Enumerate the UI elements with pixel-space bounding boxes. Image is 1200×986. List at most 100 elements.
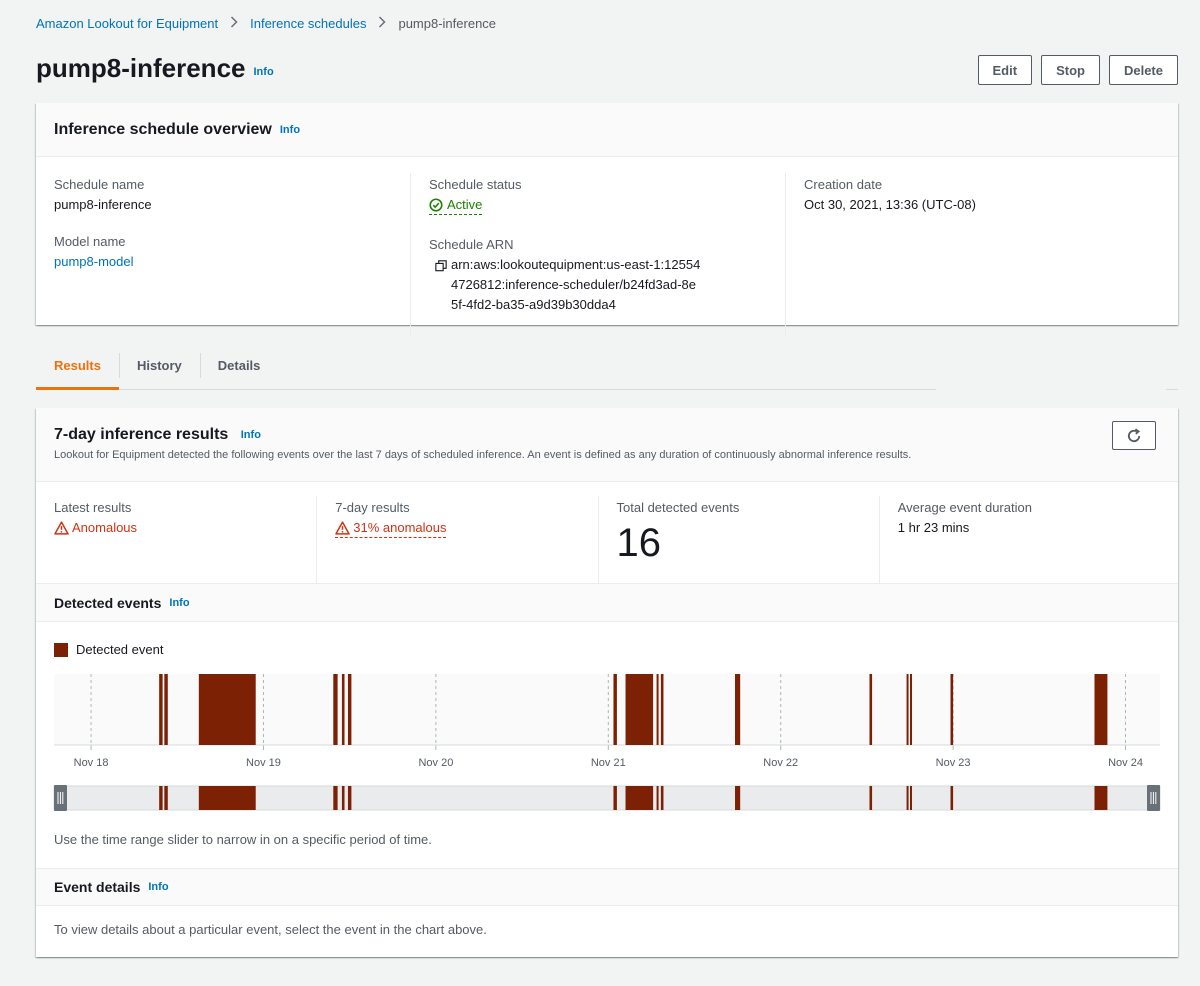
event-bar[interactable]	[950, 674, 954, 745]
breadcrumb-link-lookout[interactable]: Amazon Lookout for Equipment	[36, 16, 219, 31]
chart-legend: Detected event	[54, 642, 163, 657]
warning-icon	[54, 520, 69, 535]
event-bar[interactable]	[906, 674, 909, 745]
x-tick-label: Nov 18	[74, 757, 109, 769]
creation-date-label: Creation date	[804, 177, 883, 192]
tab-bar-divider	[1166, 389, 1178, 390]
metric-total: Total detected events 16	[597, 496, 879, 583]
delete-button[interactable]: Delete	[1108, 55, 1178, 85]
seven-day-label: 7-day results	[335, 500, 410, 515]
main-plot: Nov 18 Nov 19 Nov 20 Nov 21 Nov 22 Nov 23 Nov …	[54, 674, 1160, 769]
header-actions: Edit Stop Delete	[977, 55, 1178, 85]
slider-event-bar	[906, 786, 909, 810]
overview-col-3: Creation date Oct 30, 2021, 13:36 (UTC-0…	[785, 173, 1160, 337]
slider-event-bar	[613, 786, 617, 810]
breadcrumb-link-inference-schedules[interactable]: Inference schedules	[250, 16, 367, 31]
event-bar[interactable]	[869, 674, 873, 745]
results-description: Lookout for Equipment detected the follo…	[54, 449, 912, 461]
slider-handle-right[interactable]	[1147, 785, 1160, 811]
event-bar[interactable]	[341, 674, 345, 745]
event-bar[interactable]	[159, 674, 163, 745]
refresh-icon	[1127, 427, 1141, 442]
x-tick-label: Nov 23	[936, 757, 971, 769]
schedule-arn-label: Schedule ARN	[429, 237, 514, 252]
results-info-link[interactable]: Info	[240, 428, 261, 441]
check-circle-icon	[429, 197, 443, 212]
slider-event-bar	[159, 786, 163, 810]
event-details-header: Event details Info	[36, 868, 1178, 906]
event-bar[interactable]	[910, 674, 913, 745]
total-events-label: Total detected events	[616, 500, 740, 515]
page-title: pump8-inference Info	[36, 53, 274, 84]
results-metrics: Latest results Anomalous 7-day results 3…	[36, 482, 1178, 584]
results-card: 7-day inference results Info Lookout for…	[36, 408, 1178, 957]
breadcrumb: Amazon Lookout for Equipment Inference s…	[36, 16, 496, 31]
tab-details[interactable]: Details	[199, 342, 279, 389]
slider-event-bar	[735, 786, 741, 810]
event-bar[interactable]	[625, 674, 654, 745]
chevron-right-icon	[230, 16, 238, 31]
overview-info-link[interactable]: Info	[279, 123, 301, 136]
metric-seven-day: 7-day results 31% anomalous	[316, 496, 597, 583]
schedule-name-label: Schedule name	[54, 177, 145, 192]
tab-bar: Results History Details	[36, 342, 936, 390]
seven-day-text: 31% anomalous	[353, 520, 447, 535]
x-tick-label: Nov 24	[1108, 757, 1143, 769]
x-tick-label: Nov 22	[763, 757, 798, 769]
refresh-button[interactable]	[1112, 421, 1156, 450]
warning-icon	[335, 520, 351, 535]
status-badge[interactable]: Active	[429, 197, 483, 215]
event-bar[interactable]	[347, 674, 352, 745]
breadcrumb-current: pump8-inference	[398, 16, 497, 31]
schedule-arn-value: arn:aws:lookoutequipment:us-east-1:12554…	[451, 257, 701, 312]
detected-events-title: Detected events	[54, 594, 162, 611]
time-range-slider[interactable]	[53, 785, 1161, 811]
event-bar[interactable]	[660, 674, 664, 745]
event-bar[interactable]	[613, 674, 617, 745]
event-bar[interactable]	[1094, 674, 1108, 745]
avg-duration-label: Average event duration	[897, 500, 1032, 515]
slider-event-bar	[869, 786, 873, 810]
model-name-link[interactable]: pump8-model	[54, 254, 134, 269]
overview-header: Inference schedule overview Info	[36, 103, 1178, 157]
event-bar[interactable]	[198, 674, 256, 745]
seven-day-value[interactable]: 31% anomalous	[335, 520, 447, 538]
legend-swatch	[54, 642, 68, 657]
edit-button[interactable]: Edit	[977, 55, 1033, 85]
event-bar[interactable]	[656, 674, 659, 745]
event-details-info-link[interactable]: Info	[148, 881, 169, 893]
slider-event-bar	[910, 786, 913, 810]
tab-results[interactable]: Results	[36, 342, 119, 390]
slider-event-bar	[1094, 786, 1108, 810]
slider-handle-left[interactable]	[54, 785, 67, 811]
slider-event-bar	[660, 786, 664, 810]
slider-event-bar	[656, 786, 659, 810]
stop-button[interactable]: Stop	[1041, 55, 1100, 85]
overview-col-1: Schedule name pump8-inference Model name…	[54, 173, 410, 337]
event-bar[interactable]	[333, 674, 338, 745]
slider-event-bar	[198, 786, 256, 810]
event-bar[interactable]	[164, 674, 168, 745]
event-bar[interactable]	[735, 674, 741, 745]
results-title-text: 7-day inference results	[54, 426, 229, 443]
x-tick-label: Nov 21	[591, 757, 626, 769]
slider-event-bar	[341, 786, 345, 810]
slider-event-bar	[347, 786, 352, 810]
legend-label: Detected event	[76, 642, 164, 657]
x-tick-label: Nov 19	[246, 757, 281, 769]
page-info-link[interactable]: Info	[253, 66, 274, 78]
tab-history[interactable]: History	[118, 342, 200, 389]
overview-card: Inference schedule overview Info Schedul…	[36, 103, 1178, 337]
slider-event-bar	[164, 786, 168, 810]
schedule-name-value: pump8-inference	[54, 197, 152, 212]
results-title: 7-day inference results Info	[54, 426, 1160, 444]
overview-col-2: Schedule status Active Schedule ARN arn:…	[410, 173, 785, 337]
slider-event-bar	[950, 786, 954, 810]
avg-duration-value: 1 hr 23 mins	[897, 520, 970, 535]
metric-average: Average event duration 1 hr 23 mins	[878, 496, 1160, 583]
schedule-arn: arn:aws:lookoutequipment:us-east-1:12554…	[429, 255, 767, 315]
event-details-body: To view details about a particular event…	[54, 922, 487, 937]
copy-icon[interactable]	[429, 255, 451, 315]
detected-events-info-link[interactable]: Info	[169, 596, 190, 609]
detected-events-chart-area: Nov 18 Nov 19 Nov 20 Nov 21 Nov 22 Nov 23 Nov …	[36, 622, 1178, 868]
